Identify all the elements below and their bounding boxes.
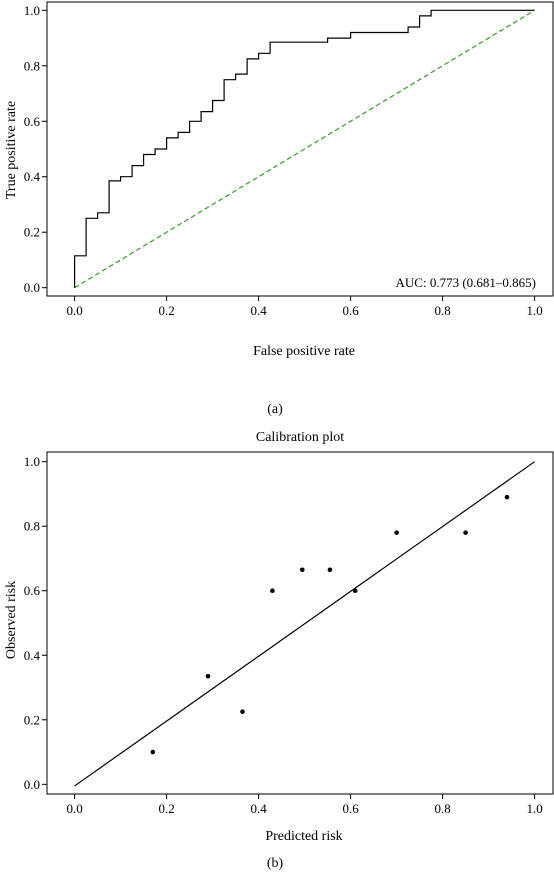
panel-a-roc-chart: 0.0 0.2 0.4 0.6 0.8 1.0 0.0 0.2 0.4 0.6 0.8 1.0 AUC… xyxy=(4,1,554,417)
panel-b-plot-frame xyxy=(46,451,554,795)
panel-b-x-tick-label: 0.6 xyxy=(342,801,359,816)
panel-b-x-tick-label: 0.4 xyxy=(250,801,267,816)
panel-b-x-tick-label: 0.2 xyxy=(158,801,174,816)
panel-a-x-tick-label: 0.6 xyxy=(342,303,359,318)
panel-a-y-axis-label: True positive rate xyxy=(4,101,19,199)
panel-b-x-tick-label: 0.8 xyxy=(434,801,450,816)
panel-a-y-tick-label: 0.8 xyxy=(24,58,40,73)
panel-b-y-tick-label: 0.2 xyxy=(24,712,40,727)
panel-a-caption: (a) xyxy=(267,402,283,417)
panel-b-y-tick-label: 0.8 xyxy=(24,519,40,534)
panel-b-x-axis-label: Predicted risk xyxy=(265,829,342,844)
panel-b-ticks: 0.0 0.2 0.4 0.6 0.8 1.0 0.0 0.2 0.4 0.6 0.8 1.0 xyxy=(24,454,543,816)
panel-b-data-point xyxy=(240,709,245,715)
panel-a-x-tick-label: 0.8 xyxy=(434,303,450,318)
panel-a-roc-curve xyxy=(74,9,535,288)
panel-b-y-tick-label: 0.6 xyxy=(24,583,41,598)
panel-a-y-tick-label: 0.2 xyxy=(24,225,40,240)
panel-b-y-axis-label: Observed risk xyxy=(4,581,19,659)
panel-b-y-tick-label: 0.4 xyxy=(24,648,41,663)
panel-a-x-tick-label: 1.0 xyxy=(526,303,542,318)
panel-a-chance-diagonal xyxy=(74,9,535,289)
panel-a-ticks: 0.0 0.2 0.4 0.6 0.8 1.0 0.0 0.2 0.4 0.6 0.8 1.0 xyxy=(24,3,543,318)
panel-a-x-tick-label: 0.2 xyxy=(158,303,174,318)
panel-b-data-point xyxy=(504,494,510,500)
panel-b-data-point xyxy=(300,567,305,573)
panel-a-x-tick-label: 0.4 xyxy=(250,303,267,318)
panel-b-data-point xyxy=(352,588,358,594)
panel-b-reference-line xyxy=(74,461,535,787)
panel-b-caption: (b) xyxy=(267,856,284,871)
panel-a-y-tick-label: 0.4 xyxy=(24,169,41,184)
panel-b-data-point xyxy=(327,567,333,573)
panel-b-y-tick-label: 1.0 xyxy=(24,454,40,469)
panel-a-plot-frame xyxy=(46,1,554,297)
panel-a-x-axis-label: False positive rate xyxy=(253,344,355,359)
panel-b-points xyxy=(150,494,510,755)
panel-b-x-tick-label: 1.0 xyxy=(526,801,542,816)
panel-b-data-point xyxy=(463,530,468,535)
panel-a-y-tick-label: 1.0 xyxy=(24,3,40,18)
panel-b-data-point xyxy=(150,749,156,755)
panel-b-y-tick-label: 0.0 xyxy=(24,777,40,792)
panel-b-calibration-chart: Calibration plot 0.0 0.2 0.4 0.6 0.8 1.00.00.… xyxy=(4,430,554,871)
panel-b-data-point xyxy=(270,588,275,594)
panel-a-x-tick-label: 0.0 xyxy=(66,303,82,318)
panel-b-data-point xyxy=(205,673,211,679)
panel-a-y-tick-label: 0.0 xyxy=(24,280,40,295)
panel-a-y-tick-label: 0.6 xyxy=(24,114,41,129)
panel-b-title: Calibration plot xyxy=(256,430,344,445)
panel-b-data-point xyxy=(394,530,399,535)
panel-b-x-tick-label: 0.0 xyxy=(66,801,82,816)
panel-a-auc-annotation: AUC: 0.773 (0.681–0.865) xyxy=(396,275,536,290)
